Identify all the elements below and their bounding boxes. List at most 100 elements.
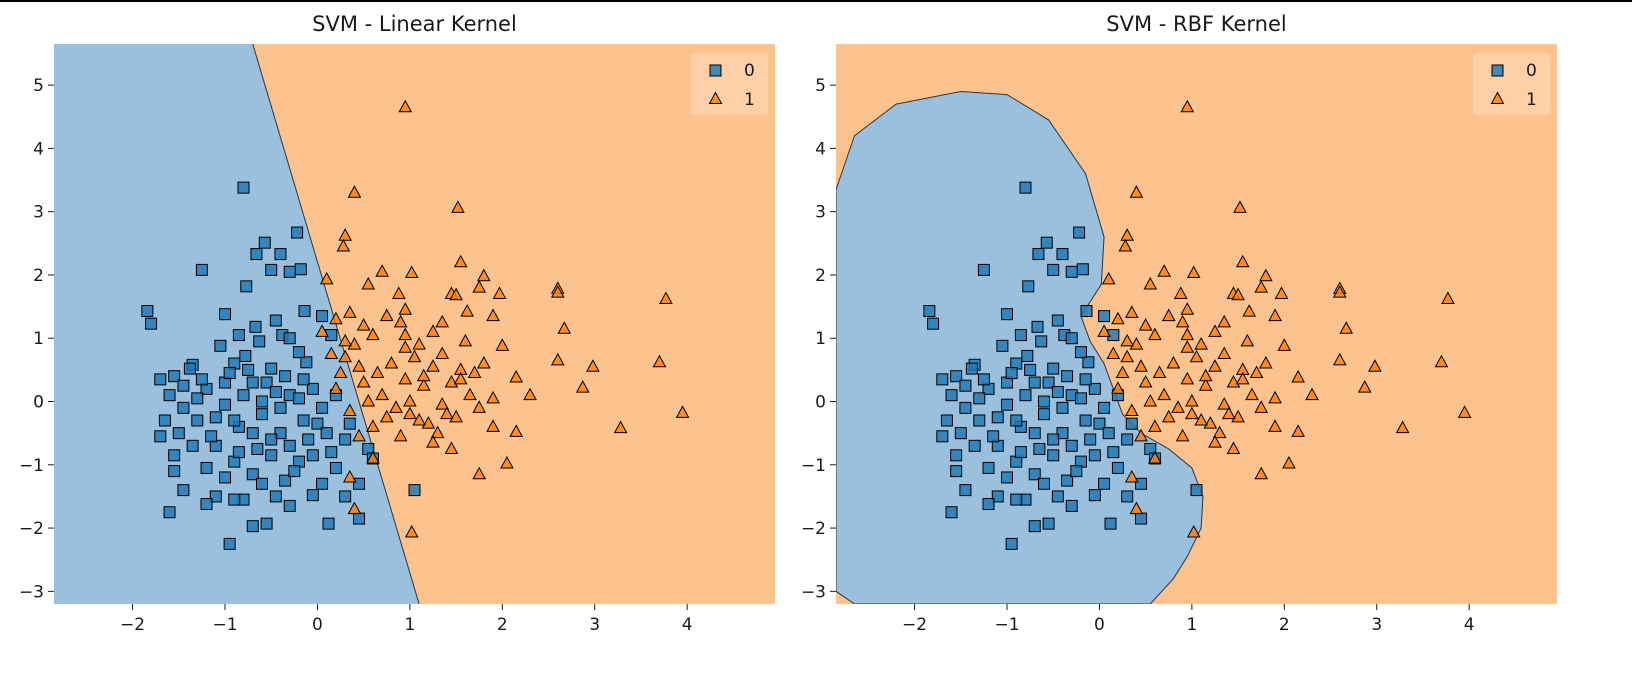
class-0-point xyxy=(183,362,196,375)
class-0-point xyxy=(200,498,213,511)
class-0-point xyxy=(1056,401,1069,414)
class-0-point xyxy=(260,517,273,530)
class-1-point xyxy=(1242,304,1257,317)
class-0-point xyxy=(158,414,171,427)
class-1-point xyxy=(1339,321,1354,334)
class-1-point xyxy=(586,359,600,372)
class-1-point xyxy=(1258,268,1273,282)
class-0-point xyxy=(320,427,333,440)
class-0-point xyxy=(950,465,963,478)
class-1-point xyxy=(1217,314,1232,328)
class-0-point xyxy=(283,439,296,452)
class-1-point xyxy=(1148,327,1162,341)
class-1-point xyxy=(338,228,353,241)
plot-area xyxy=(836,44,1557,604)
class-0-point xyxy=(1135,477,1148,490)
class-1-point xyxy=(1180,340,1195,353)
class-0-point xyxy=(292,392,305,405)
class-1-point xyxy=(347,501,362,515)
class-0-point xyxy=(279,370,292,383)
chart-title: SVM - RBF Kernel xyxy=(1106,12,1286,36)
class-0-point xyxy=(297,373,310,386)
class-0-point xyxy=(1065,265,1078,278)
class-0-point xyxy=(177,379,190,392)
class-0-point xyxy=(1098,401,1111,414)
class-1-point xyxy=(398,371,413,385)
class-0-point xyxy=(1042,376,1055,389)
class-0-point xyxy=(253,335,266,348)
class-1-point xyxy=(356,318,371,331)
class-0-point xyxy=(959,401,972,414)
legend-label: 0 xyxy=(744,61,755,81)
class-0-point xyxy=(1028,427,1041,440)
class-0-point xyxy=(353,477,366,490)
class-1-point xyxy=(426,435,440,448)
class-1-point xyxy=(1148,419,1162,432)
class-1-point xyxy=(1185,406,1199,420)
class-1-point xyxy=(1217,346,1232,360)
class-1-point xyxy=(652,354,667,368)
class-0-point xyxy=(237,181,250,194)
legend-box xyxy=(691,53,768,115)
class-0-point xyxy=(1056,248,1069,261)
class-0-point xyxy=(1022,280,1035,293)
class-0-point xyxy=(1028,376,1041,389)
class-1-point xyxy=(453,371,468,385)
class-1-point xyxy=(1368,359,1382,372)
x-tick-label: 2 xyxy=(497,615,508,635)
class-1-point xyxy=(404,265,419,279)
class-0-point xyxy=(232,446,245,459)
class-0-point xyxy=(927,317,940,330)
class-1-point xyxy=(1134,428,1148,442)
class-0-point xyxy=(343,417,356,430)
class-1-point xyxy=(1120,333,1135,347)
top-border xyxy=(0,0,1632,2)
y-tick-label: 0 xyxy=(815,393,826,413)
class-1-point xyxy=(495,338,510,351)
class-1-point xyxy=(1332,352,1347,366)
class-0-point xyxy=(940,414,953,427)
class-1-point xyxy=(416,368,431,382)
class-1-point xyxy=(675,405,690,418)
class-1-point xyxy=(1305,387,1319,401)
class-1-point xyxy=(1180,327,1195,341)
class-1-point xyxy=(426,359,440,372)
class-0-point xyxy=(265,433,278,446)
legend-box xyxy=(1473,53,1550,115)
class-0-point xyxy=(141,305,154,318)
class-0-point xyxy=(1047,362,1060,375)
class-0-point xyxy=(1001,398,1014,411)
class-0-point xyxy=(219,398,232,411)
class-1-point xyxy=(1186,265,1201,279)
class-1-point xyxy=(1152,365,1167,379)
class-1-point xyxy=(472,400,487,413)
class-1-point xyxy=(1124,469,1139,483)
class-1-point xyxy=(416,378,431,391)
class-0-point xyxy=(249,320,262,333)
y-tick-label: −2 xyxy=(19,519,44,539)
class-1-point xyxy=(500,455,514,469)
class-1-point xyxy=(1180,302,1195,315)
class-0-point xyxy=(1051,490,1064,503)
class-1-point xyxy=(1332,285,1347,298)
class-1-point xyxy=(412,412,426,426)
class-0-point xyxy=(1024,363,1037,376)
class-1-point xyxy=(476,268,491,282)
class-0-point xyxy=(300,356,313,369)
class-0-point xyxy=(1042,517,1055,530)
class-0-point xyxy=(163,506,176,519)
y-tick-label: 3 xyxy=(815,203,826,223)
class-0-point xyxy=(1065,439,1078,452)
class-0-point xyxy=(1014,329,1027,342)
class-0-point xyxy=(1031,320,1044,333)
class-1-point xyxy=(1212,425,1227,439)
chart-title: SVM - Linear Kernel xyxy=(312,12,517,36)
class-0-point xyxy=(982,498,995,511)
class-0-point xyxy=(223,367,236,380)
class-0-point xyxy=(322,517,335,530)
class-1-point xyxy=(463,387,477,401)
class-1-point xyxy=(1175,314,1190,328)
class-0-point xyxy=(1047,449,1060,462)
class-0-point xyxy=(240,280,253,293)
class-0-point xyxy=(239,349,252,362)
